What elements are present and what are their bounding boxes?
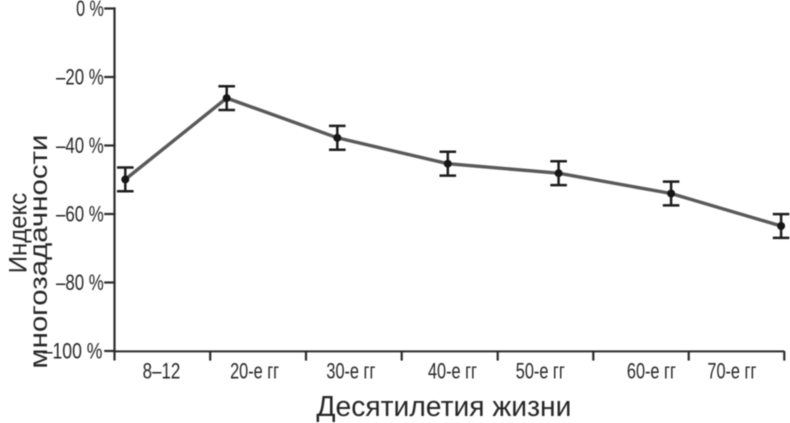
svg-text:–60 %: –60 % [56,201,104,226]
svg-text:60-е гг: 60-е гг [627,358,676,383]
svg-text:8–12: 8–12 [143,358,181,383]
svg-text:–80 %: –80 % [56,270,104,295]
svg-text:–20 %: –20 % [56,64,104,89]
svg-text:–40 %: –40 % [56,133,104,158]
svg-text:20-е гг: 20-е гг [230,358,279,383]
svg-text:40-е гг: 40-е гг [428,358,477,383]
svg-text:–100 %: –100 % [43,338,103,363]
svg-text:Десятилетия жизни: Десятилетия жизни [316,391,571,423]
svg-text:Индекс: Индекс [4,192,32,273]
svg-text:0 %: 0 % [76,0,104,21]
svg-text:многозадачности: многозадачности [25,135,53,369]
svg-text:30-е гг: 30-е гг [326,358,375,383]
svg-text:70-е гг: 70-е гг [707,358,756,383]
svg-text:50-е гг: 50-е гг [516,358,565,383]
